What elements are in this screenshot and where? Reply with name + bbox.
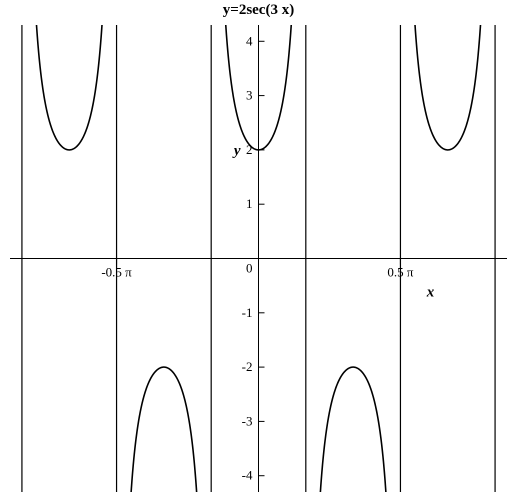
secant-branch (316, 367, 391, 502)
secant-branch (126, 367, 201, 502)
svg-text:x: x (426, 285, 435, 301)
svg-text:y: y (232, 143, 241, 159)
svg-text:0: 0 (246, 261, 253, 276)
svg-text:-0.5 π: -0.5 π (101, 265, 132, 280)
svg-text:4: 4 (246, 33, 253, 48)
svg-text:1: 1 (246, 196, 253, 211)
chart-svg: -4 -3 -2 -1 1 2 3 4 0 -0.5 π 0.5 π y x (0, 0, 517, 502)
svg-text:-4: -4 (242, 468, 253, 483)
secant-branch (32, 0, 107, 150)
secant-branch (410, 0, 485, 150)
svg-text:-2: -2 (242, 359, 253, 374)
svg-text:3: 3 (246, 88, 253, 103)
svg-text:-3: -3 (242, 413, 253, 428)
chart-container: y=2sec(3 x) -4 -3 -2 -1 1 2 3 4 0 -0.5 π 0.5 π y x (0, 0, 517, 502)
chart-title: y=2sec(3 x) (0, 2, 517, 19)
svg-text:-1: -1 (242, 305, 253, 320)
svg-text:2: 2 (246, 142, 253, 157)
svg-text:0.5 π: 0.5 π (387, 265, 414, 280)
